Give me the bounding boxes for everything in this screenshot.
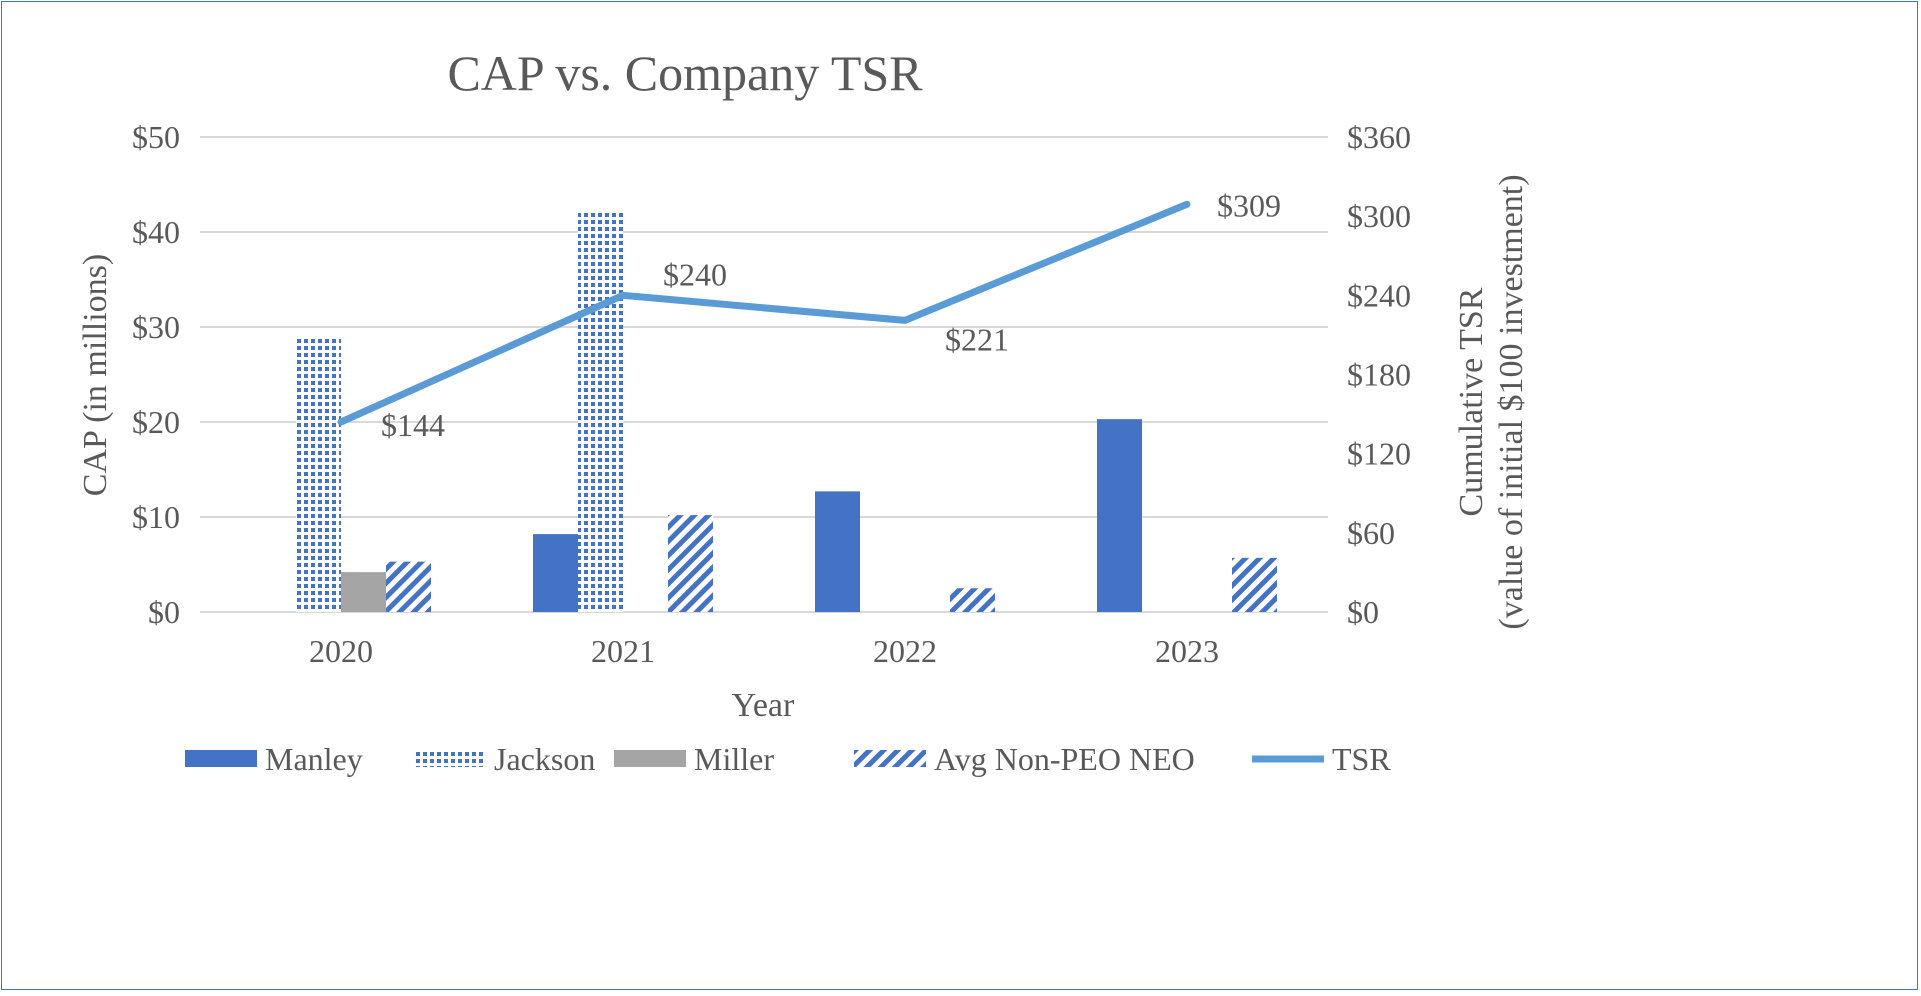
y-tick-label: $20 xyxy=(132,404,180,440)
y-tick-label: $50 xyxy=(132,119,180,155)
legend-swatch-manley xyxy=(185,750,257,767)
y2-tick-label: $120 xyxy=(1347,436,1411,472)
x-axis-label: Year xyxy=(732,687,795,724)
y-tick-label: $0 xyxy=(148,594,180,630)
legend-label-jackson: Jackson xyxy=(494,741,595,777)
bar-avg-non-peo-neo-2021 xyxy=(668,515,713,612)
bar-avg-non-peo-neo-2020 xyxy=(386,561,431,612)
y2-tick-label: $180 xyxy=(1347,357,1411,393)
y2-axis-label-line2: (value of initial $100 investment) xyxy=(1493,174,1530,629)
y2-tick-label: $0 xyxy=(1347,594,1379,630)
legend-label-manley: Manley xyxy=(265,741,363,777)
y-axis-label: CAP (in millions) xyxy=(77,254,114,496)
x-tick-label: 2023 xyxy=(1155,633,1219,669)
legend-label-tsr: TSR xyxy=(1332,741,1391,777)
x-tick-label: 2020 xyxy=(309,633,373,669)
y2-tick-label: $240 xyxy=(1347,277,1411,313)
legend-swatch-avg-non-peo-neo xyxy=(854,750,926,767)
legend-swatch-miller xyxy=(614,750,686,767)
tsr-data-label: $144 xyxy=(381,407,445,443)
bar-manley-2022 xyxy=(815,491,860,612)
x-tick-label: 2021 xyxy=(591,633,655,669)
tsr-line xyxy=(337,200,1191,426)
bar-manley-2023 xyxy=(1097,419,1142,612)
bar-manley-2021 xyxy=(533,534,578,612)
x-tick-label: 2022 xyxy=(873,633,937,669)
y2-tick-label: $360 xyxy=(1347,119,1411,155)
bar-miller-2020 xyxy=(341,572,386,612)
tsr-data-label: $221 xyxy=(945,321,1009,357)
legend-label-avg-non-peo-neo: Avg Non-PEO NEO xyxy=(934,741,1195,777)
y2-axis-label-line1: Cumulative TSR xyxy=(1453,287,1490,516)
y-tick-label: $10 xyxy=(132,499,180,535)
bar-avg-non-peo-neo-2022 xyxy=(950,588,995,612)
chart-title: CAP vs. Company TSR xyxy=(447,45,923,101)
tsr-data-label: $240 xyxy=(663,256,727,292)
bar-jackson-2021 xyxy=(578,211,623,612)
legend-swatch-jackson xyxy=(414,750,486,767)
legend-label-miller: Miller xyxy=(694,741,774,777)
bar-avg-non-peo-neo-2023 xyxy=(1232,557,1277,612)
y2-tick-label: $300 xyxy=(1347,198,1411,234)
y2-tick-label: $60 xyxy=(1347,515,1395,551)
tsr-data-label: $309 xyxy=(1217,187,1281,223)
y-tick-label: $30 xyxy=(132,309,180,345)
y-tick-label: $40 xyxy=(132,214,180,250)
bar-jackson-2020 xyxy=(296,338,341,612)
